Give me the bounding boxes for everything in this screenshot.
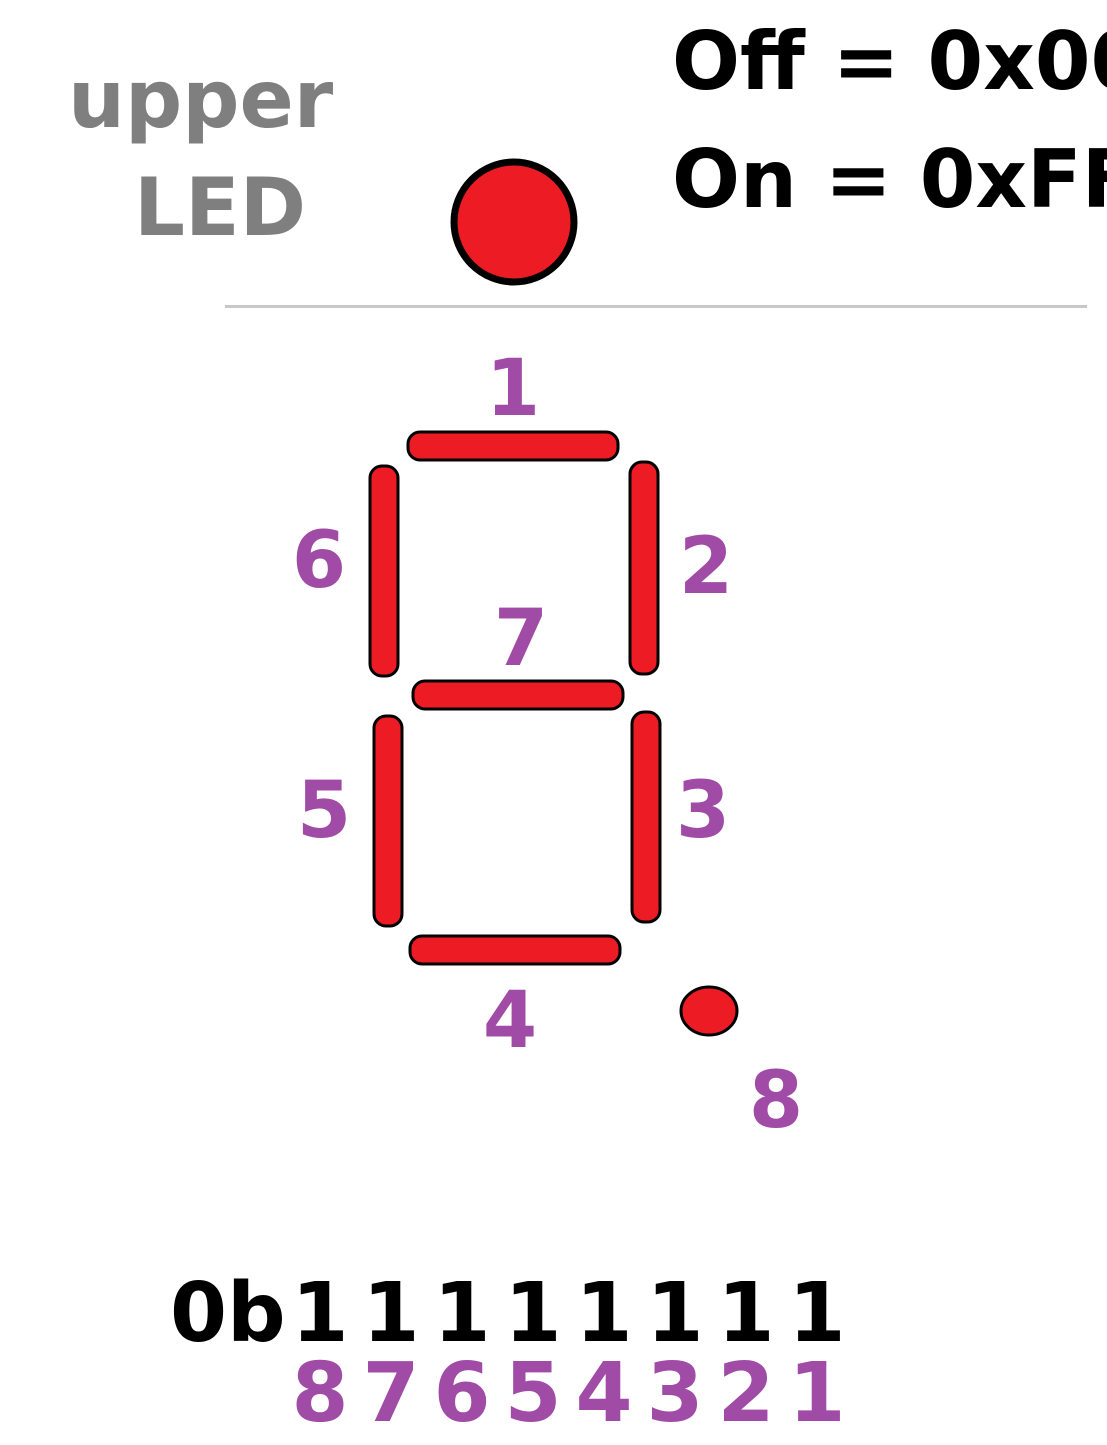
segment-number-7: 7 (493, 594, 549, 684)
bit-value: 1 (575, 1266, 633, 1361)
bit-position: 7 (362, 1346, 420, 1441)
bit-column: 1 4 (568, 1273, 640, 1435)
upper-led-label-line1: upper (68, 53, 334, 146)
segment-4 (408, 934, 622, 966)
on-legend: On = 0xFF (672, 133, 1107, 226)
segment-7 (411, 679, 625, 711)
binary-prefix: 0b (170, 1266, 286, 1361)
segment-5 (372, 714, 404, 928)
segment-number-8: 8 (748, 1056, 804, 1146)
bit-position: 5 (504, 1346, 562, 1441)
off-legend: Off = 0x00 (672, 15, 1107, 108)
bit-position: 1 (788, 1346, 846, 1441)
upper-led-label-line2: LED (134, 161, 307, 254)
bit-column: 1 3 (639, 1273, 711, 1435)
segment-8-dot (679, 985, 739, 1037)
bit-position: 4 (575, 1346, 633, 1441)
bit-value: 1 (362, 1266, 420, 1361)
bit-value: 1 (291, 1266, 349, 1361)
bit-value: 1 (717, 1266, 775, 1361)
bit-value: 1 (504, 1266, 562, 1361)
segment-1 (406, 430, 620, 462)
segment-number-2: 2 (678, 522, 734, 612)
segment-3 (630, 710, 662, 924)
bit-column: 1 8 (284, 1273, 356, 1435)
divider (225, 305, 1087, 308)
segment-number-6: 6 (291, 516, 347, 606)
bit-column: 1 5 (497, 1273, 569, 1435)
bit-column: 1 7 (355, 1273, 427, 1435)
bit-value: 1 (433, 1266, 491, 1361)
bit-column: 1 1 (781, 1273, 853, 1435)
segment-6 (368, 464, 400, 678)
bit-position: 8 (291, 1346, 349, 1441)
bit-position: 2 (717, 1346, 775, 1441)
bit-position: 3 (646, 1346, 704, 1441)
upper-led (450, 158, 578, 286)
bit-position: 6 (433, 1346, 491, 1441)
bit-column: 1 2 (710, 1273, 782, 1435)
bit-value: 1 (646, 1266, 704, 1361)
segment-number-1: 1 (485, 344, 541, 434)
segment-number-3: 3 (675, 766, 731, 856)
segment-number-5: 5 (296, 766, 352, 856)
upper-led-label: upper LED (68, 60, 333, 248)
segment-2 (628, 460, 660, 676)
bit-column: 1 6 (426, 1273, 498, 1435)
bit-value: 1 (788, 1266, 846, 1361)
segment-number-4: 4 (482, 976, 538, 1066)
